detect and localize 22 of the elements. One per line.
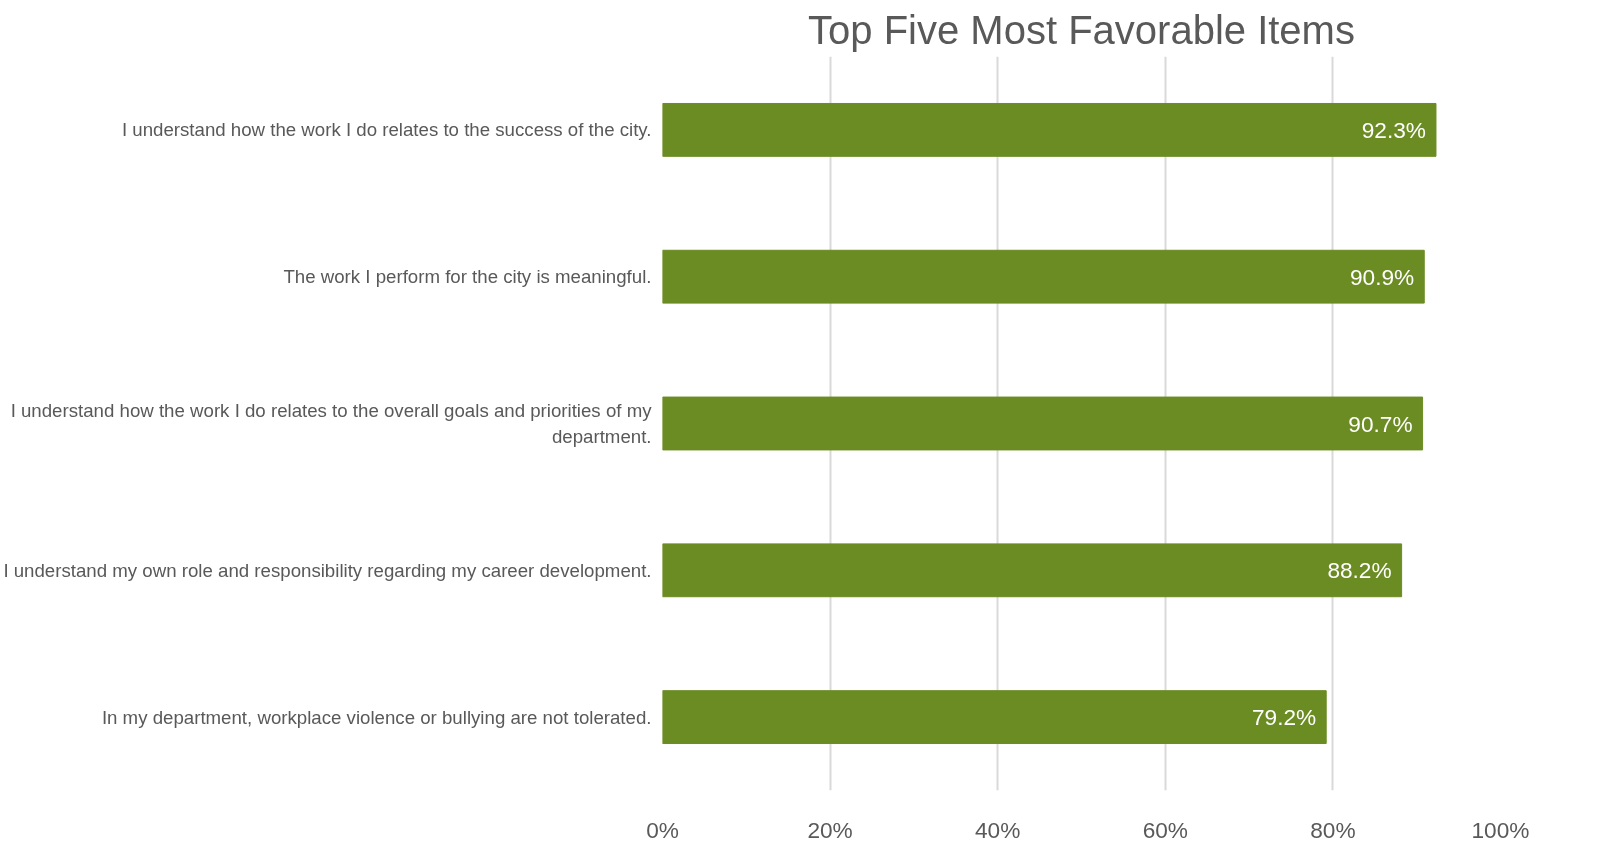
bar [662,102,1437,157]
data-label: 79.2% [1251,704,1317,731]
y-tick-label: I understand how the work I do relates to the success of the city. [121,119,652,141]
bar [662,543,1403,598]
x-tick-label: 100% [1471,816,1530,843]
x-tick-label: 80% [1310,816,1356,843]
data-label: 92.3% [1361,116,1426,143]
x-tick-label: 40% [975,816,1021,843]
x-tick-label: 60% [1142,816,1188,843]
y-tick-label: In my department, workplace violence or bullying are not tolerated. [101,706,652,728]
data-label: 90.9% [1350,263,1415,290]
y-tick-label: I understand my own role and responsibility regarding my career development. [3,559,652,581]
bar [662,249,1425,304]
bar [662,690,1327,745]
data-label: 88.2% [1327,557,1392,584]
data-label: 90.7% [1348,410,1413,437]
y-tick-label: I understand how the work I do relates to the overall goals and priorities of my department. [10,400,653,447]
bar [662,396,1424,451]
chart-title: Top Five Most Favorable Items [808,7,1355,52]
x-tick-label: 0% [646,816,679,843]
y-tick-label: The work I perform for the city is meaningful. [283,266,652,288]
x-tick-label: 20% [807,816,853,843]
